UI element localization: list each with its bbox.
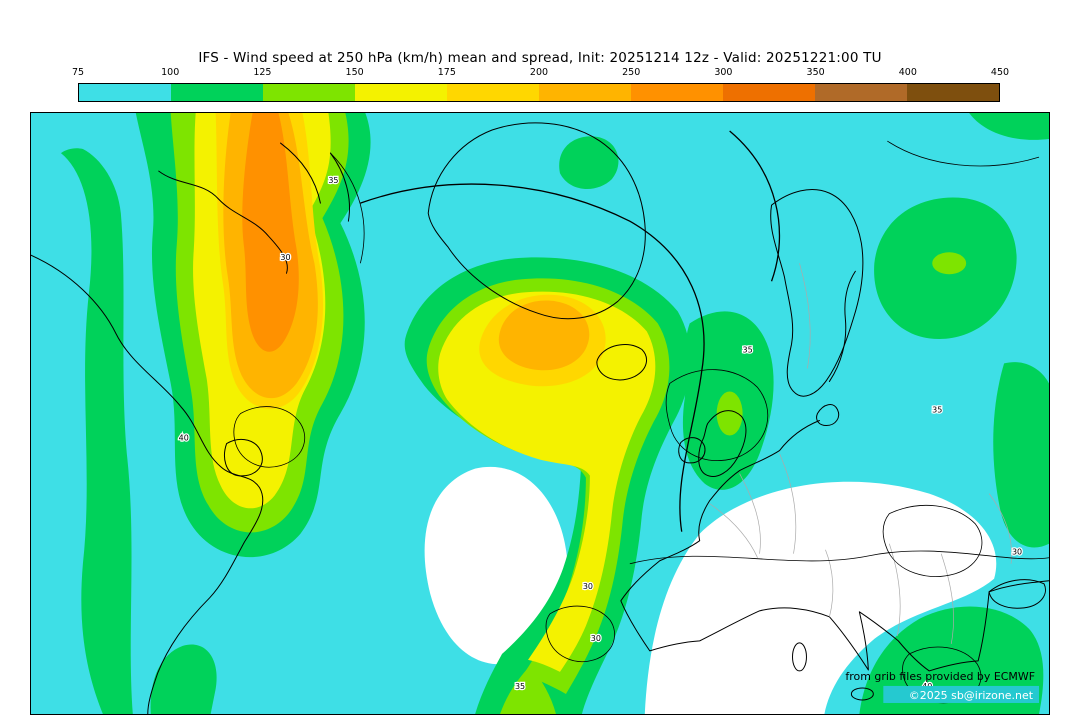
attribution-copyright: ©2025 sb@irizone.net	[909, 689, 1034, 702]
colorbar-tick: 75	[71, 67, 85, 78]
spread-contour-label: 30	[591, 634, 601, 643]
spread-contour-label: 35	[515, 682, 525, 691]
colorbar-ticks: 75 100 125 150 175 200 250 300 350 400 450	[72, 67, 1009, 80]
attribution-source: from grib files provided by ECMWF	[845, 670, 1035, 683]
colorbar-segment	[447, 84, 539, 101]
spread-contour-label: 30	[1012, 548, 1022, 557]
scandinavia-coast	[770, 189, 864, 397]
spread-contour-label: 35	[932, 405, 942, 414]
wind-speed-field	[31, 113, 1049, 714]
colorbar-tick: 100	[161, 67, 180, 78]
colorbar-segments	[78, 83, 1000, 102]
europe-coast	[620, 420, 1049, 672]
colorbar-segment	[263, 84, 355, 101]
iceland-coast	[596, 344, 648, 381]
colorbar-segment	[355, 84, 447, 101]
colorbar-segment	[907, 84, 999, 101]
spread-contour-label: 35	[328, 176, 338, 185]
colorbar-tick: 350	[806, 67, 825, 78]
colorbar-segment	[815, 84, 907, 101]
colorbar-segment	[723, 84, 815, 101]
north-america-coast	[31, 254, 264, 714]
colorbar-tick: 125	[253, 67, 272, 78]
colorbar-segment	[631, 84, 723, 101]
colorbar-tick: 250	[622, 67, 641, 78]
greenland-coast	[427, 122, 646, 320]
wind-speed-map: 35304035303530354030 from grib files pro…	[31, 113, 1049, 714]
colorbar-tick: 300	[714, 67, 733, 78]
colorbar-tick: 175	[437, 67, 456, 78]
labrador-coast	[158, 170, 288, 274]
spread-contour-label: 40	[179, 434, 189, 443]
britain-coast	[698, 410, 747, 477]
colorbar-tick: 200	[529, 67, 549, 78]
colorbar-tick: 400	[898, 67, 917, 78]
baffin-coast	[280, 142, 350, 222]
colorbar-segment	[79, 84, 171, 101]
ireland-coast	[678, 437, 706, 464]
attribution: from grib files provided by ECMWF ©2025 …	[845, 670, 1040, 703]
newfoundland-coast	[224, 439, 263, 477]
spread-contour-label: 30	[583, 582, 593, 591]
spread-contour-label: 30	[280, 253, 290, 262]
colorbar-tick: 150	[345, 67, 364, 78]
colorbar-tick: 450	[990, 67, 1010, 78]
colorbar-segment	[171, 84, 263, 101]
attribution-bg	[883, 685, 1040, 703]
black-sea-coast	[988, 579, 1046, 609]
spread-contour-label: 35	[743, 345, 753, 354]
baltic-coast	[828, 270, 856, 382]
colorbar-segment	[539, 84, 631, 101]
sicily-coast	[850, 687, 874, 701]
map-canvas: 35304035303530354030 from grib files pro…	[30, 112, 1050, 715]
denmark-coast	[816, 404, 840, 427]
sardinia-coast	[792, 642, 807, 672]
country-borders	[709, 263, 1012, 644]
coastlines	[31, 122, 1049, 714]
chart-title: IFS - Wind speed at 250 hPa (km/h) mean …	[198, 50, 882, 66]
